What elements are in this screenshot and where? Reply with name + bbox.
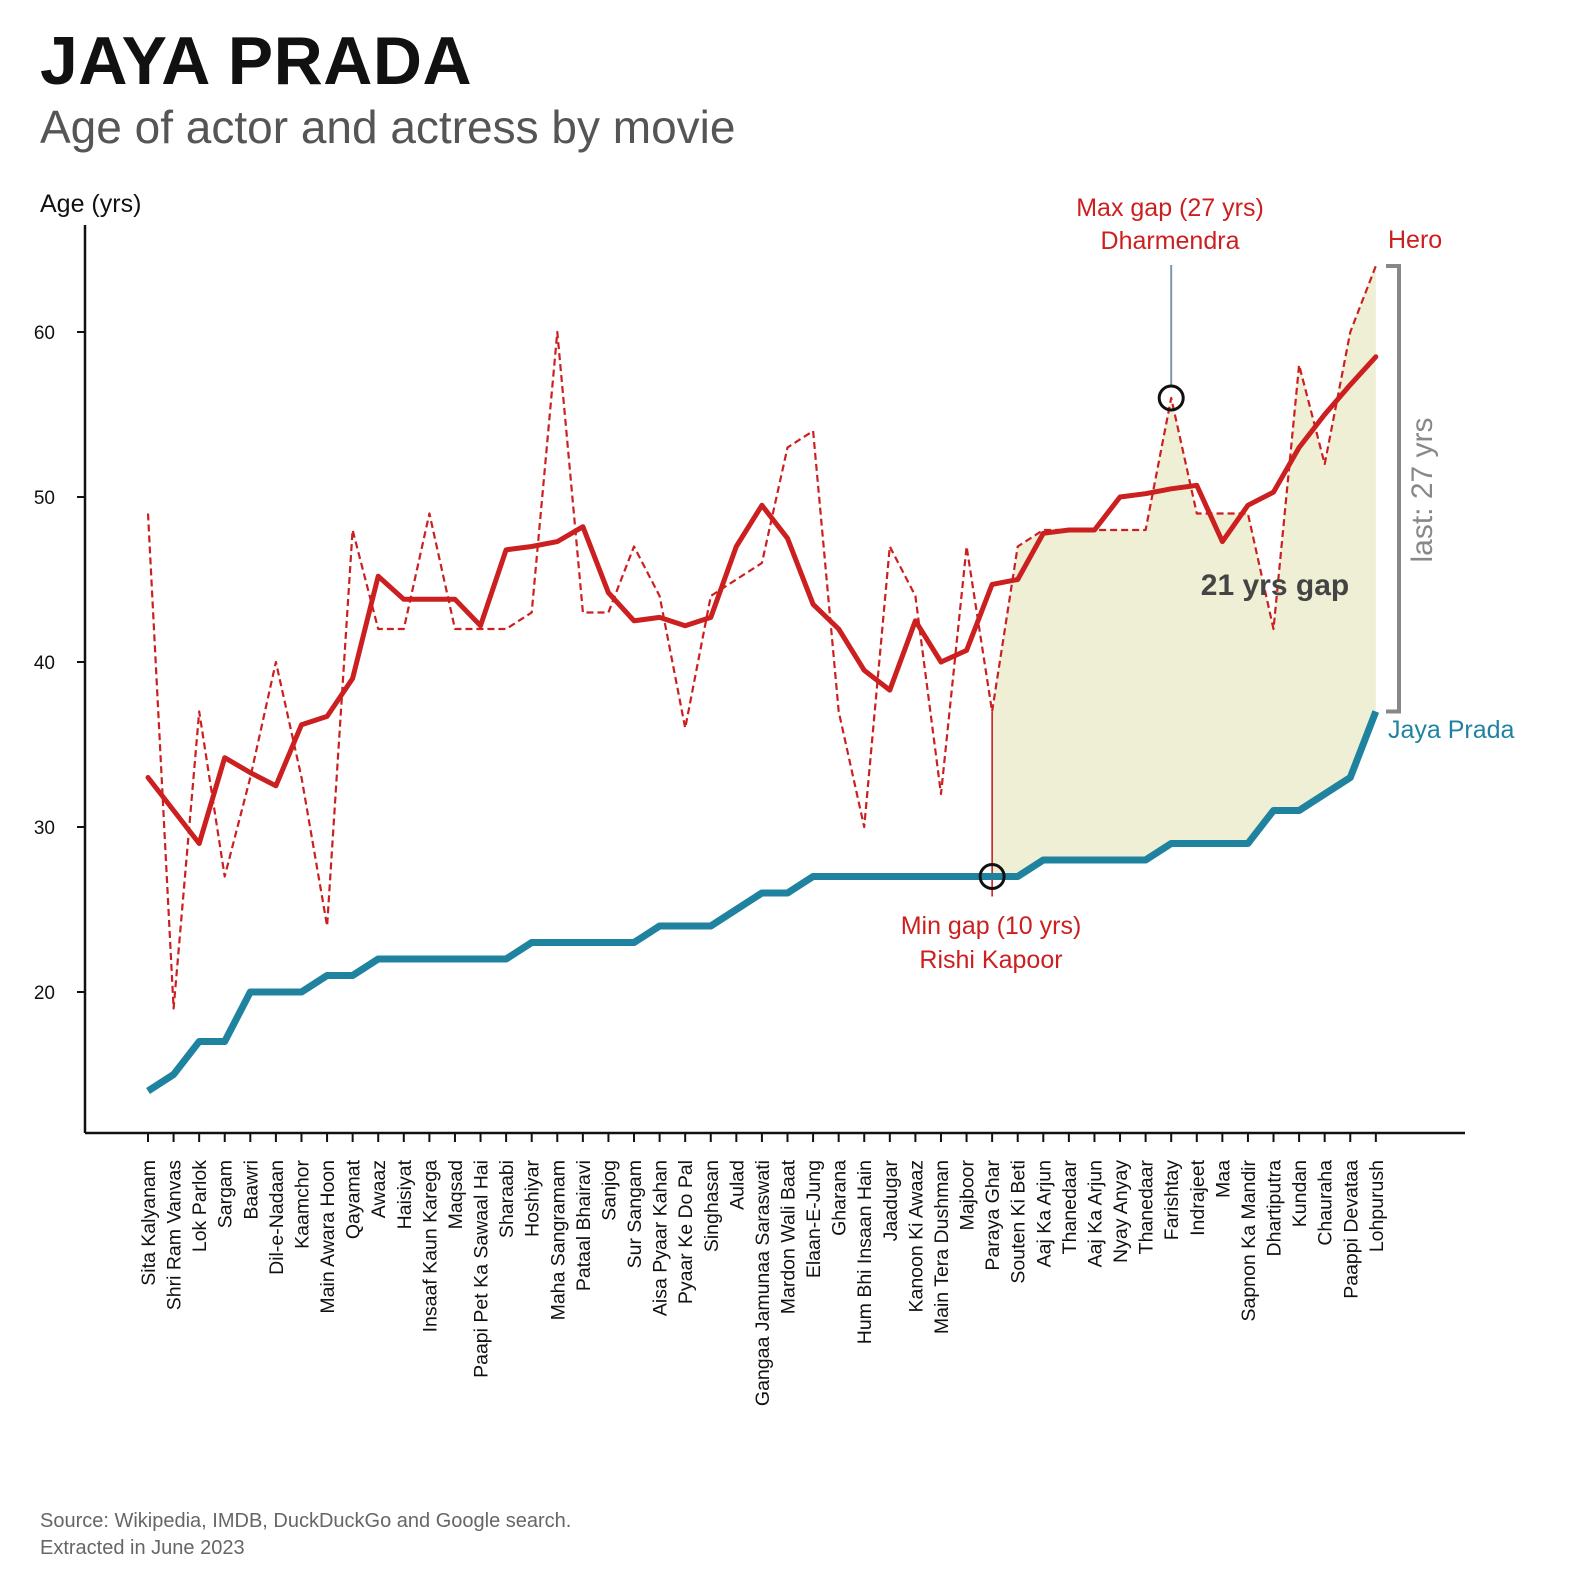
min-gap-label-line2: Rishi Kapoor — [919, 946, 1062, 974]
last-gap-label: last: 27 yrs — [1406, 417, 1439, 562]
max-gap-label-line1: Max gap (27 yrs) — [1076, 194, 1264, 222]
x-tick-label: Hum Bhi Insaan Hain — [854, 1160, 876, 1344]
x-tick-label: Sharaabi — [496, 1160, 518, 1238]
x-tick-label: Sanjog — [598, 1160, 620, 1221]
x-tick-label: Paapi Pet Ka Sawaal Hai — [471, 1160, 493, 1378]
y-tick-label: 40 — [34, 653, 55, 674]
x-tick-label: Maha Sangramam — [547, 1160, 569, 1320]
x-tick-label: Elaan-E-Jung — [803, 1160, 825, 1278]
x-tick-label: Awaaz — [368, 1160, 390, 1218]
axes-layer: Age (yrs) 20 30 40 50 60 — [34, 190, 1465, 1135]
chart-subtitle: Age of actor and actress by movie — [40, 101, 736, 153]
x-tick-label: Qayamat — [343, 1159, 365, 1239]
source-note: Source: Wikipedia, IMDB, DuckDuckGo and … — [40, 1508, 571, 1562]
x-tick-label: Paraya Ghar — [982, 1160, 1004, 1271]
max-gap-label-line2: Dharmendra — [1101, 227, 1240, 255]
x-tick-label: Aisa Pyaar Kahan — [650, 1160, 672, 1316]
y-axis-label: Age (yrs) — [40, 190, 141, 218]
y-tick-label: 60 — [34, 323, 55, 344]
annotation-layer: Hero Jaya Prada Max gap (27 yrs) Dharmen… — [901, 194, 1515, 974]
x-tick-label: Lohpurush — [1366, 1160, 1388, 1252]
x-tick-layer: Sita Kalyanam Shri Ram Vanvas Lok Parlok Sa… — [138, 1133, 1388, 1406]
min-gap-marker — [978, 863, 1006, 890]
x-tick-label: Kundan — [1289, 1160, 1311, 1227]
x-tick-label: Indrajeet — [1187, 1159, 1209, 1235]
x-tick-label: Dhartiputra — [1264, 1160, 1286, 1257]
max-gap-marker — [1157, 384, 1185, 412]
gap-shading-area — [992, 266, 1376, 877]
x-tick-label: Singhasan — [701, 1160, 723, 1252]
x-tick-label: Kaamchor — [291, 1159, 313, 1248]
x-tick-label: Main Tera Dushman — [931, 1160, 953, 1334]
x-tick-label: Mardon Wali Baat — [778, 1159, 800, 1314]
series-layer — [145, 265, 1380, 1094]
x-tick-label: Chauraha — [1315, 1160, 1337, 1246]
x-tick-label: Jaadugar — [880, 1160, 902, 1242]
y-tick-label: 30 — [34, 818, 55, 839]
x-tick-label: Sapnon Ka Mandir — [1238, 1160, 1260, 1322]
x-tick-label: Shri Ram Vanvas — [164, 1160, 186, 1311]
x-tick-label: Hoshiyar — [522, 1160, 544, 1237]
actress-age-line — [146, 710, 1380, 1094]
chart-title: JAYA PRADA — [40, 23, 473, 99]
hero-trend-line — [145, 354, 1379, 846]
x-tick-label: Aaj Ka Arjun — [1033, 1160, 1055, 1267]
x-tick-label: Sargam — [215, 1160, 237, 1228]
x-tick-label: Kanoon Ki Awaaz — [905, 1160, 927, 1313]
x-tick-label: Majboor — [957, 1159, 979, 1230]
source-line-2: Extracted in June 2023 — [40, 1537, 245, 1559]
last-gap-bracket — [1386, 264, 1401, 714]
x-tick-label: Souten Ki Beti — [1008, 1160, 1030, 1284]
x-tick-label: Pataal Bhairavi — [573, 1160, 595, 1291]
source-line-1: Source: Wikipedia, IMDB, DuckDuckGo and … — [40, 1510, 572, 1532]
x-tick-label: Lok Parlok — [189, 1160, 211, 1252]
actress-series-label: Jaya Prada — [1388, 716, 1515, 744]
x-tick-label: Thanedaar — [1136, 1160, 1158, 1255]
x-tick-label: Maa — [1212, 1160, 1234, 1198]
x-tick-label: Sita Kalyanam — [138, 1160, 160, 1286]
min-gap-label-line1: Min gap (10 yrs) — [901, 912, 1082, 940]
x-tick-label: Aulad — [726, 1160, 748, 1210]
x-tick-label: Gangaa Jamunaa Saraswati — [752, 1160, 774, 1406]
x-tick-label: Maqsad — [445, 1160, 467, 1229]
gap-shading-layer — [992, 266, 1376, 877]
y-tick-label: 50 — [34, 488, 55, 509]
x-tick-label: Main Awara Hoon — [317, 1160, 339, 1314]
x-tick-label: Baawri — [240, 1160, 262, 1220]
gap-size-label: 21 yrs gap — [1201, 569, 1349, 602]
x-tick-label: Thanedaar — [1059, 1160, 1081, 1255]
x-tick-label: Aaj Ka Arjun — [1084, 1160, 1106, 1267]
hero-series-label: Hero — [1388, 226, 1442, 254]
x-tick-label: Sur Sangam — [624, 1160, 646, 1268]
x-tick-label: Paappi Devataa — [1340, 1160, 1362, 1299]
y-tick-label: 20 — [34, 983, 55, 1004]
x-tick-label: Dil-e-Nadaan — [266, 1160, 288, 1275]
x-tick-label: Farishtay — [1161, 1160, 1183, 1240]
x-tick-label: Pyaar Ke Do Pal — [675, 1160, 697, 1304]
hero-age-line — [146, 265, 1377, 1010]
x-tick-label: Gharana — [829, 1160, 851, 1236]
x-tick-label: Haisiyat — [394, 1159, 416, 1229]
x-tick-label: Insaaf Kaun Karega — [419, 1160, 441, 1333]
x-tick-label: Nyay Anyay — [1110, 1160, 1132, 1263]
